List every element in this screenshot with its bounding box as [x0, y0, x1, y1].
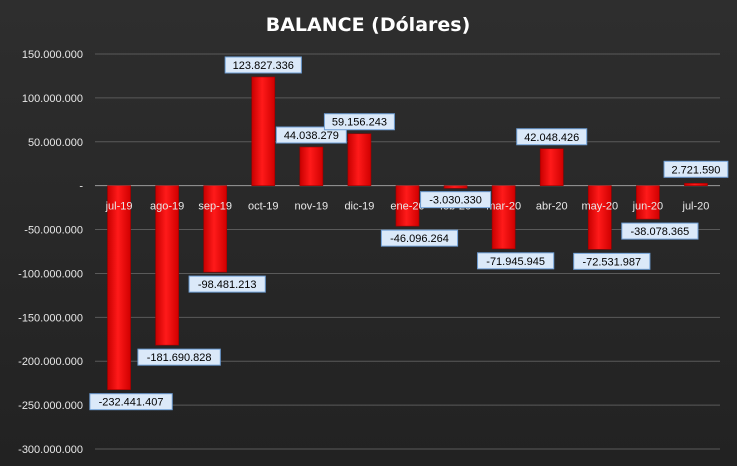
data-label: -3.030.330: [420, 191, 492, 209]
data-label: -72.531.987: [573, 252, 651, 270]
x-tick-label: dic-19: [344, 201, 374, 213]
data-label-text: -232.441.407: [99, 397, 164, 409]
bar: [684, 182, 708, 186]
bar: [155, 185, 179, 346]
bar: [587, 185, 612, 250]
data-label: 44.038.279: [275, 126, 347, 144]
bars: [107, 76, 708, 390]
data-label-box: [380, 229, 459, 247]
data-label: 2.721.590: [663, 160, 729, 178]
bar: [299, 146, 324, 186]
bar: [395, 185, 420, 227]
data-label: -46.096.264: [380, 229, 459, 247]
x-tick-label: oct-19: [248, 201, 279, 213]
data-label-text: 44.038.279: [284, 130, 339, 142]
data-label-box: [477, 252, 555, 270]
data-label-text: -181.690.828: [147, 352, 212, 364]
data-label-text: -38.078.365: [631, 226, 690, 238]
data-label: -181.690.828: [137, 348, 221, 366]
data-label: 59.156.243: [323, 113, 395, 131]
data-label-box: [420, 191, 492, 209]
data-label-text: -3.030.330: [429, 195, 482, 207]
x-tick-label: jun-20: [632, 201, 664, 213]
data-label: 42.048.426: [516, 128, 588, 146]
y-tick-label: 150.000.000: [22, 49, 83, 61]
x-tick-label: mar-20: [486, 201, 521, 213]
data-label-box: [224, 56, 302, 74]
bar: [203, 185, 228, 273]
bar: [347, 133, 372, 186]
x-tick-label: sep-19: [198, 201, 232, 213]
data-label-text: 2.721.590: [671, 164, 720, 176]
y-tick-label: 50.000.000: [28, 137, 83, 149]
x-tick-label: ago-19: [150, 201, 184, 213]
data-label-box: [573, 252, 651, 270]
chart-title: BALANCE (Dólares): [266, 14, 471, 36]
bar: [636, 185, 660, 220]
data-label-text: -98.481.213: [198, 279, 257, 291]
data-label-text: -71.945.945: [486, 256, 545, 268]
bar: [107, 185, 131, 390]
data-label-box: [323, 113, 395, 131]
data-label-box: [275, 126, 347, 144]
y-axis-tick-labels: 150.000.000 100.000.000 50.000.000 - -50.000…: [18, 49, 83, 456]
y-tick-label: -: [79, 181, 83, 193]
data-label-text: -72.531.987: [582, 256, 641, 268]
data-label-box: [89, 393, 173, 411]
x-tick-label: abr-20: [536, 201, 568, 213]
y-tick-label: -300.000.000: [18, 444, 83, 456]
data-label-text: -46.096.264: [390, 233, 449, 245]
data-label-box: [188, 275, 266, 293]
y-tick-label: 100.000.000: [22, 93, 83, 105]
data-label: -71.945.945: [477, 252, 555, 270]
data-label: 123.827.336: [224, 56, 302, 74]
bar: [251, 76, 276, 186]
y-tick-label: -100.000.000: [18, 268, 83, 280]
data-label: -98.481.213: [188, 275, 266, 293]
data-label-box: [516, 128, 588, 146]
y-tick-label: -50.000.000: [24, 225, 83, 237]
data-label-box: [663, 160, 729, 178]
bar: [539, 148, 564, 186]
x-tick-label: nov-19: [295, 201, 329, 213]
data-label: -38.078.365: [621, 222, 699, 240]
bar: [443, 185, 468, 189]
data-label-box: [621, 222, 699, 240]
data-label-box: [137, 348, 221, 366]
x-tick-label: ene-20: [390, 201, 424, 213]
data-label: -232.441.407: [89, 393, 173, 411]
x-tick-label: jul-20: [682, 201, 710, 213]
data-label-text: 123.827.336: [233, 60, 294, 72]
y-tick-label: -200.000.000: [18, 356, 83, 368]
x-tick-label: jul-19: [105, 201, 133, 213]
data-label-text: 59.156.243: [332, 117, 387, 129]
y-tick-label: -150.000.000: [18, 312, 83, 324]
bar: [491, 185, 516, 250]
y-tick-label: -250.000.000: [18, 400, 83, 412]
data-labels: -232.441.407 -181.690.828 -98.481.213 123.8…: [89, 56, 729, 411]
data-label-text: 42.048.426: [524, 132, 579, 144]
x-tick-label: may-20: [581, 201, 618, 213]
